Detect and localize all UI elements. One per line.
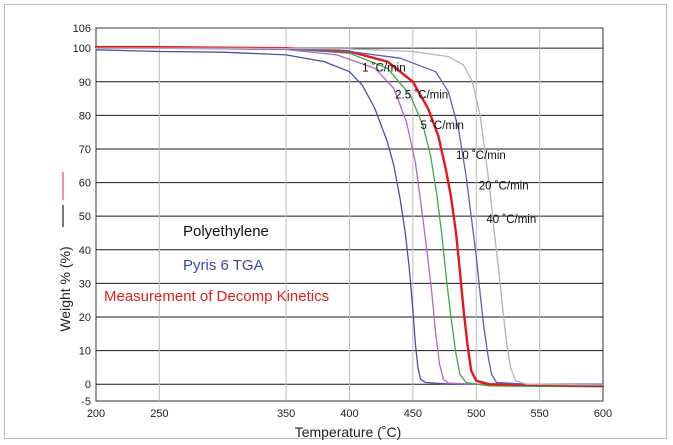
label-pyris-6-tga: Pyris 6 TGA xyxy=(183,257,264,274)
y-tick-label: 70 xyxy=(79,144,91,156)
series-annotation-3: 5 ˚C/min xyxy=(420,120,463,132)
series-line-1 xyxy=(95,49,604,385)
x-tick-label: 200 xyxy=(87,408,105,420)
chart-frame xyxy=(4,4,667,439)
series-line-3 xyxy=(95,45,604,388)
y-tick-label: 106 xyxy=(73,23,91,35)
y-tick-label: 80 xyxy=(79,110,91,122)
y-axis-title: Weight % (%) xyxy=(57,246,73,331)
x-tick-label: 600 xyxy=(594,408,612,420)
label-decomp-kinetics: Measurement of Decomp Kinetics xyxy=(104,288,329,305)
x-tick-label: 550 xyxy=(530,408,548,420)
series-annotation-1: 1 ˚C/min xyxy=(362,63,405,75)
series-annotation-2: 2.5 ˚C/min xyxy=(395,90,448,102)
y-tick-label: 20 xyxy=(79,312,91,324)
y-tick-label: 10 xyxy=(79,346,91,358)
series-annotation-6: 40 ˚C/min xyxy=(486,214,536,226)
series-layer xyxy=(94,45,605,388)
y-axis-title-group: Weight % (%) xyxy=(57,172,73,332)
tick-labels: -5 0 10 20 30 40 50 60 70 80 90 100 106 200 250 350 400 4… xyxy=(73,23,613,420)
series-annotation-4: 10 ˚C/min xyxy=(456,150,506,162)
x-tick-label: 250 xyxy=(150,408,168,420)
y-tick-label: 40 xyxy=(79,245,91,257)
y-tick-label: 60 xyxy=(79,178,91,190)
y-tick-label: 50 xyxy=(79,211,91,223)
y-tick-label: 100 xyxy=(73,43,91,55)
y-tick-label: 0 xyxy=(85,379,91,391)
x-axis-title: Temperature (˚C) xyxy=(295,424,402,440)
y-tick-label: -5 xyxy=(81,396,91,408)
label-polyethylene: Polyethylene xyxy=(183,223,269,240)
series-line-6 xyxy=(95,47,604,386)
y-tick-label: 90 xyxy=(79,77,91,89)
series-line-2 xyxy=(95,45,604,386)
curve-annotations: 1 ˚C/min 2.5 ˚C/min 5 ˚C/min 10 ˚C/min 20 ˚C… xyxy=(362,63,536,226)
grid-lines xyxy=(95,27,604,402)
series-line-5 xyxy=(95,47,604,386)
x-tick-label: 400 xyxy=(340,408,358,420)
y-tick-label: 30 xyxy=(79,278,91,290)
series-annotation-5: 20 ˚C/min xyxy=(479,180,529,192)
x-tick-label: 500 xyxy=(467,408,485,420)
x-tick-label: 450 xyxy=(404,408,422,420)
x-tick-label: 350 xyxy=(277,408,295,420)
